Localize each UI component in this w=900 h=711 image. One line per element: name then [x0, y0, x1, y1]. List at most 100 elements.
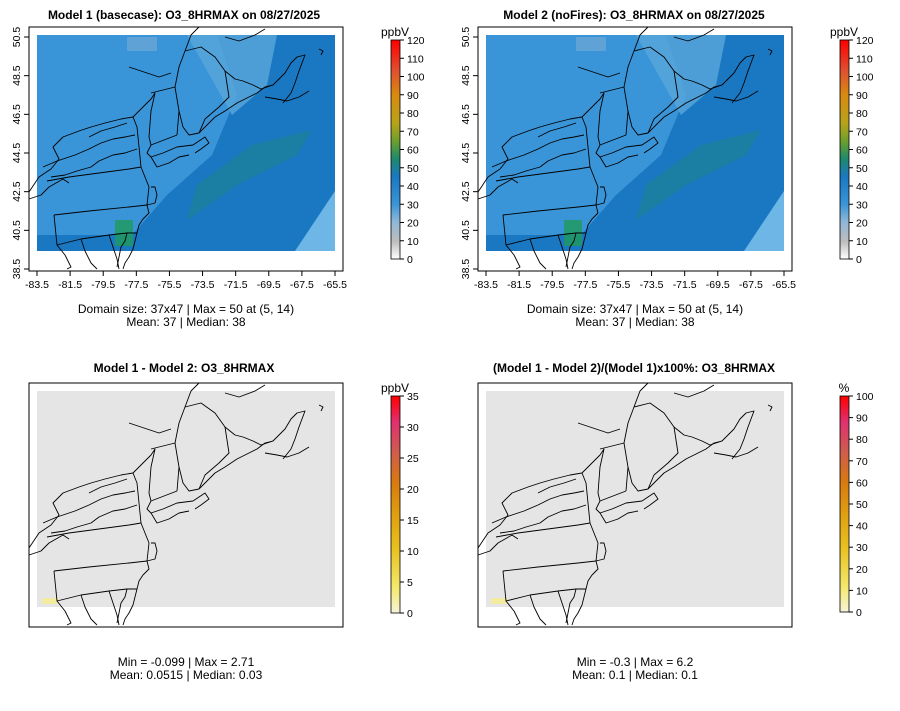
- y-tick-label: 38.5: [460, 259, 472, 280]
- y-tick-label: 38.5: [11, 259, 23, 280]
- colorbar-tick-label: 50: [407, 163, 419, 175]
- colorbar-tick-label: 50: [856, 163, 868, 175]
- colorbar: % 0 10 20 30 40 50 60 70 80 90 100: [839, 381, 874, 619]
- colorbar-tick-label: 30: [856, 542, 868, 554]
- colorbar-tick-label: 0: [407, 608, 413, 620]
- y-tick-label: 50.5: [460, 27, 472, 48]
- colorbar-unit: %: [839, 381, 850, 395]
- x-tick-label: -67.5: [290, 279, 314, 291]
- colorbar-tick-label: 60: [856, 477, 868, 489]
- colorbar-tick-label: 90: [856, 413, 868, 425]
- colorbar-tick-label: 80: [856, 108, 868, 120]
- colorbar-tick-label: 10: [856, 236, 868, 248]
- colorbar-tick-label: 40: [856, 181, 868, 193]
- colorbar-tick-label: 80: [856, 434, 868, 446]
- colorbar-tick-label: 70: [856, 126, 868, 138]
- x-tick-label: -81.5: [58, 279, 82, 291]
- colorbar: ppbV 0 10 20 30 40 50 60 70 80 90 100 110 120: [381, 25, 425, 266]
- colorbar-tick-label: 110: [856, 53, 873, 65]
- y-tick-label: 48.5: [460, 65, 472, 86]
- colorbar-tick-label: 20: [407, 218, 419, 230]
- panel-model1: Model 1 (basecase): O3_8HRMAX on 08/27/2…: [11, 8, 425, 329]
- panel-title: Model 1 (basecase): O3_8HRMAX on 08/27/2…: [48, 8, 320, 22]
- axes: -83.5 -81.5 -79.5 -77.5 -75.5 -73.5 -71.5 -69.5…: [11, 27, 347, 291]
- stat-line-2: Mean: 37 | Median: 38: [126, 315, 246, 329]
- colorbar-tick-label: 120: [856, 35, 874, 47]
- x-tick-label: -77.5: [573, 279, 597, 291]
- colorbar-tick-label: 100: [856, 391, 874, 403]
- x-tick-label: -83.5: [25, 279, 49, 291]
- panel-title: Model 2 (noFires): O3_8HRMAX on 08/27/20…: [503, 8, 765, 22]
- y-tick-label: 40.5: [11, 220, 23, 241]
- colorbar-tick-label: 110: [407, 53, 424, 65]
- colorbar-unit: ppbV: [381, 25, 409, 39]
- map-field: [478, 383, 792, 627]
- colorbar-tick-label: 70: [407, 126, 419, 138]
- panel-grid: Model 1 (basecase): O3_8HRMAX on 08/27/2…: [11, 8, 874, 682]
- stat-line-2: Mean: 37 | Median: 38: [575, 315, 695, 329]
- colorbar-unit: ppbV: [381, 381, 409, 395]
- y-tick-label: 46.5: [11, 104, 23, 125]
- colorbar-tick-label: 30: [407, 422, 419, 434]
- x-tick-label: -77.5: [124, 279, 148, 291]
- panel-title: Model 1 - Model 2: O3_8HRMAX: [94, 361, 275, 375]
- colorbar-tick-label: 80: [407, 108, 419, 120]
- y-tick-label: 48.5: [11, 65, 23, 86]
- colorbar-tick-label: 0: [407, 254, 413, 266]
- colorbar-tick-label: 50: [856, 499, 868, 511]
- x-tick-label: -79.5: [91, 279, 115, 291]
- y-tick-label: 40.5: [460, 220, 472, 241]
- colorbar-tick-label: 90: [856, 90, 868, 102]
- colorbar-tick-label: 35: [407, 391, 419, 403]
- colorbar-tick-label: 20: [856, 564, 868, 576]
- y-tick-label: 42.5: [11, 181, 23, 202]
- panel-pctdiff: (Model 1 - Model 2)/(Model 1)x100%: O3_8…: [477, 361, 874, 682]
- y-tick-label: 46.5: [460, 104, 472, 125]
- panel-model2: Model 2 (noFires): O3_8HRMAX on 08/27/20…: [460, 8, 874, 329]
- stat-line-2: Mean: 0.0515 | Median: 0.03: [110, 668, 263, 682]
- colorbar-tick-label: 0: [856, 607, 862, 619]
- colorbar-tick-label: 90: [407, 90, 419, 102]
- stat-line-1: Domain size: 37x47 | Max = 50 at (5, 14): [78, 302, 294, 316]
- x-tick-label: -65.5: [772, 279, 796, 291]
- colorbar-unit: ppbV: [830, 25, 858, 39]
- colorbar-tick-label: 10: [407, 236, 419, 248]
- colorbar-tick-label: 20: [407, 484, 419, 496]
- colorbar-tick-label: 120: [407, 35, 425, 47]
- x-tick-label: -81.5: [507, 279, 531, 291]
- y-tick-label: 50.5: [11, 27, 23, 48]
- x-tick-label: -73.5: [640, 279, 664, 291]
- x-tick-label: -69.5: [706, 279, 730, 291]
- map-field: [478, 27, 792, 271]
- x-tick-label: -75.5: [157, 279, 181, 291]
- colorbar-tick-label: 60: [856, 145, 868, 157]
- stat-line-2: Mean: 0.1 | Median: 0.1: [572, 668, 698, 682]
- map-field: [29, 383, 343, 627]
- colorbar-tick-label: 60: [407, 145, 419, 157]
- colorbar-tick-label: 5: [407, 577, 413, 589]
- colorbar-tick-label: 15: [407, 515, 419, 527]
- x-tick-label: -79.5: [540, 279, 564, 291]
- colorbar-tick-label: 100: [407, 72, 425, 84]
- colorbar-tick-label: 30: [856, 199, 868, 211]
- stat-line-1: Domain size: 37x47 | Max = 50 at (5, 14): [527, 302, 743, 316]
- colorbar: ppbV 0 5 10 15 20 25 30 35: [381, 381, 419, 620]
- x-tick-label: -73.5: [191, 279, 215, 291]
- x-tick-label: -65.5: [323, 279, 347, 291]
- x-tick-label: -67.5: [739, 279, 763, 291]
- colorbar: ppbV 0 10 20 30 40 50 60 70 80 90 100 110 120: [830, 25, 874, 266]
- colorbar-tick-label: 100: [856, 72, 874, 84]
- colorbar-tick-label: 0: [856, 254, 862, 266]
- colorbar-tick-label: 40: [856, 521, 868, 533]
- colorbar-tick-label: 10: [407, 546, 419, 558]
- x-tick-label: -69.5: [257, 279, 281, 291]
- y-tick-label: 44.5: [11, 143, 23, 164]
- axes: -83.5 -81.5 -79.5 -77.5 -75.5 -73.5 -71.5 -69.5…: [460, 27, 796, 291]
- colorbar-tick-label: 10: [856, 585, 868, 597]
- x-tick-label: -75.5: [606, 279, 630, 291]
- x-tick-label: -83.5: [474, 279, 498, 291]
- colorbar-tick-label: 40: [407, 181, 419, 193]
- colorbar-tick-label: 25: [407, 453, 419, 465]
